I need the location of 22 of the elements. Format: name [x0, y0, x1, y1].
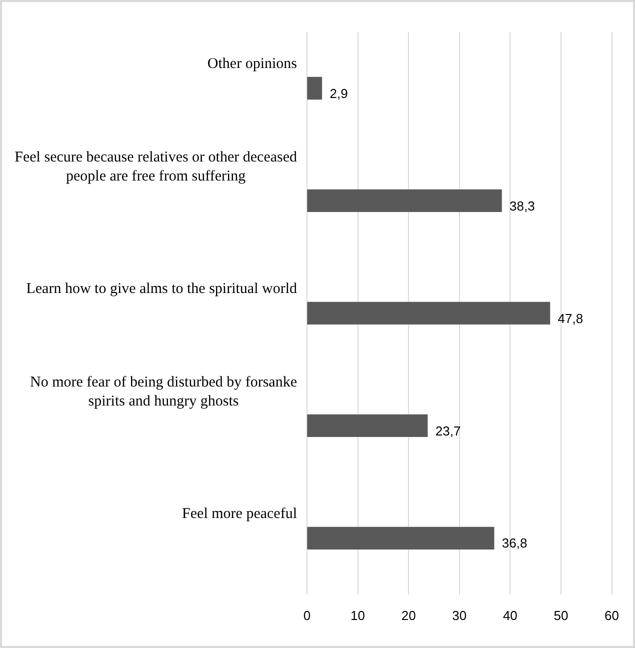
x-tick-label: 30	[452, 608, 467, 623]
bar	[307, 302, 550, 325]
x-tick-label: 10	[350, 608, 366, 623]
x-tick-label: 0	[303, 608, 311, 623]
y-tick-label: Feel secure because relatives or other deceased people are free from suffering	[14, 150, 298, 185]
data-label: 36,8	[502, 536, 528, 551]
bar	[307, 189, 502, 212]
y-tick-label: Feel more peaceful	[182, 506, 298, 522]
data-label: 23,7	[435, 423, 461, 438]
y-tick-label: Other opinions	[207, 56, 298, 72]
data-label: 47,8	[558, 310, 584, 326]
bar	[307, 76, 322, 100]
data-label: 38,3	[510, 198, 535, 214]
x-tick-label: 60	[604, 608, 620, 623]
x-tick-label: 50	[554, 608, 568, 623]
bar	[307, 414, 428, 438]
data-label: 2,9	[330, 86, 348, 101]
bar	[307, 526, 494, 550]
x-tick-label: 40	[502, 608, 518, 623]
y-tick-label: No more fear of being disturbed by forsanke spirits and hungry ghosts	[30, 374, 298, 410]
x-tick-label: 20	[401, 608, 416, 623]
y-tick-label: Learn how to give alms to the spiritual world	[26, 281, 298, 298]
